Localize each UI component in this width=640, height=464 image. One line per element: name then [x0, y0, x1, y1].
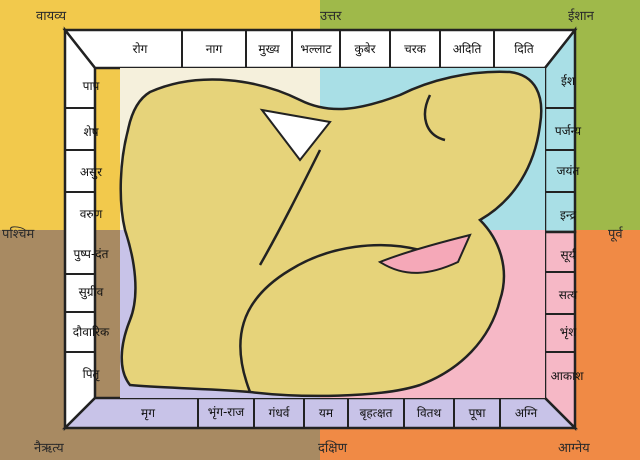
deity-right-4: इन्द्र [560, 207, 576, 222]
deity-right-2: पर्जन्य [554, 123, 582, 138]
deity-right-1: ईश [560, 73, 576, 88]
deity-right-5: सूर्य [560, 247, 576, 262]
figure-body [119, 70, 543, 398]
figure-torso-line [258, 149, 322, 266]
deity-left-3: असुर [79, 164, 103, 179]
deity-bottom-6: वितथ [416, 405, 442, 420]
label-west: पश्चिम [2, 227, 35, 242]
deity-bottom-1: मृग [141, 405, 155, 420]
label-northwest: वायव्य [36, 9, 67, 24]
label-south: दक्षिण [318, 441, 347, 456]
figure-shadow [377, 233, 472, 274]
figure-white-gap [259, 108, 332, 162]
deity-top-4: भल्लाट [300, 41, 332, 56]
deity-right-8: आकाश [550, 368, 584, 383]
deity-bottom-8: अग्नि [514, 405, 538, 420]
deity-left-6: सुग्रीव [78, 284, 104, 299]
label-east: पूर्व [608, 227, 623, 242]
deity-bottom-2: भृंग-राज [207, 404, 245, 419]
deity-bottom-4: यम [318, 405, 334, 420]
deity-bottom-3: गंधर्व [268, 405, 290, 420]
cell-dividers [65, 30, 575, 428]
deity-bottom-5: बृहत्क्षत [359, 405, 393, 420]
deity-top-6: चरक [404, 41, 426, 56]
label-southwest: नैऋत्य [34, 441, 64, 456]
deity-bottom-7: पूषा [468, 405, 486, 420]
deity-top-1: रोग [132, 41, 148, 56]
deity-left-1: पाप [82, 78, 100, 93]
deity-right-7: भृंश [559, 324, 577, 339]
figure-thigh-line [239, 243, 421, 393]
deity-top-7: अदिति [452, 41, 482, 56]
deity-top-5: कुबेर [354, 41, 376, 56]
deity-left-2: शेष [83, 124, 99, 139]
deity-top-2: नाग [205, 41, 223, 56]
label-north: उत्तर [320, 9, 342, 24]
deity-left-4: वरुण [79, 206, 103, 221]
deity-right-3: जयंत [556, 163, 580, 178]
deity-left-8: पितृ [82, 366, 100, 381]
deity-top-8: दिति [514, 41, 534, 56]
figure-head-line [423, 94, 446, 142]
deity-right-6: सत्य [558, 287, 578, 302]
deity-top-3: मुख्य [258, 41, 280, 56]
label-northeast: ईशान [568, 9, 594, 24]
deity-left-7: दौवारिक [72, 324, 110, 339]
label-southeast: आग्नेय [558, 441, 590, 456]
deity-left-5: पुष्प-दंत [73, 246, 109, 261]
